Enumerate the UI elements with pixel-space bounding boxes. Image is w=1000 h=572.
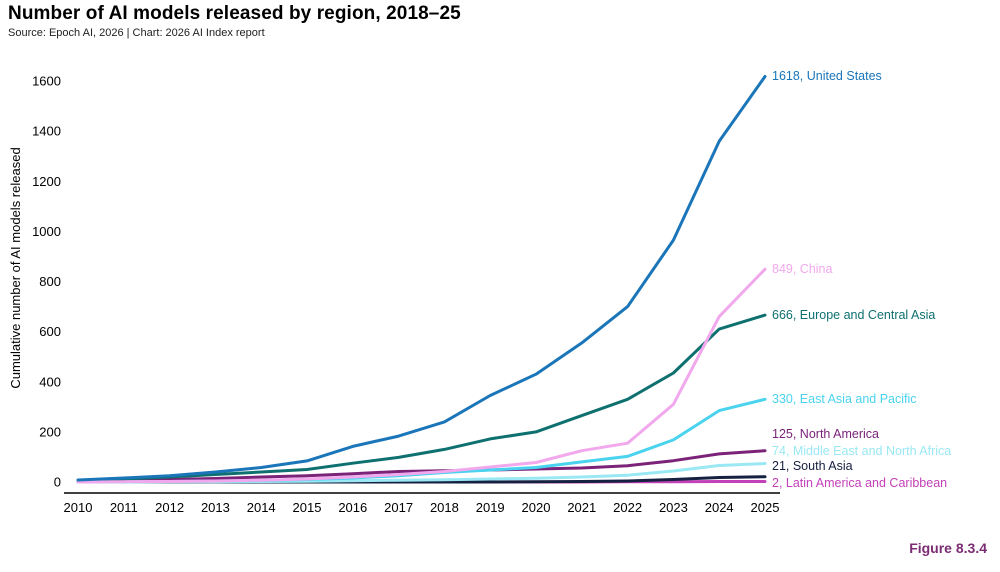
x-tick-label: 2011 [110,500,138,515]
y-tick-label: 400 [39,374,61,389]
x-tick-label: 2022 [613,500,642,515]
y-tick-label: 1200 [32,174,61,189]
y-tick-label: 200 [39,424,61,439]
y-tick-label: 600 [39,324,61,339]
series-line-china [76,267,767,484]
end-label-east-asia-and-pacific: 330, East Asia and Pacific [772,392,917,406]
end-label-south-asia: 21, South Asia [772,459,853,473]
x-tick-label: 2014 [247,500,276,515]
chart-subtitle: Source: Epoch AI, 2026 | Chart: 2026 AI … [8,27,265,39]
end-label-middle-east-and-north-africa: 74, Middle East and North Africa [772,444,951,458]
y-tick-label: 1600 [32,74,61,89]
end-label-latin-america-and-caribbean: 2, Latin America and Caribbean [772,476,947,490]
end-label-united-states: 1618, United States [772,69,882,83]
x-tick-label: 2025 [751,500,780,515]
end-label-europe-and-central-asia: 666, Europe and Central Asia [772,308,935,322]
series-line-europe-and-central-asia [76,313,767,482]
series-line-north-america [76,449,767,483]
y-tick-label: 0 [54,475,61,490]
end-label-north-america: 125, North America [772,427,879,441]
x-tick-label: 2016 [338,500,367,515]
y-axis-label: Cumulative number of AI models released [8,147,23,388]
x-tick-label: 2015 [293,500,322,515]
x-tick-label: 2010 [64,500,93,515]
x-tick-label: 2021 [567,500,596,515]
x-tick-label: 2012 [155,500,184,515]
end-label-china: 849, China [772,262,833,276]
x-tick-label: 2018 [430,500,459,515]
x-tick-label: 2020 [522,500,551,515]
x-tick-label: 2017 [384,500,413,515]
y-tick-label: 1000 [32,224,61,239]
x-tick-label: 2013 [201,500,230,515]
x-tick-label: 2023 [659,500,688,515]
y-tick-label: 800 [39,274,61,289]
y-tick-label: 1400 [32,124,61,139]
x-tick-label: 2019 [476,500,505,515]
figure-label: Figure 8.3.4 [909,540,987,556]
series-line-east-asia-and-pacific [76,397,767,484]
chart-title: Number of AI models released by region, … [8,3,461,24]
x-tick-label: 2024 [705,500,734,515]
series-line-united-states [76,75,767,482]
